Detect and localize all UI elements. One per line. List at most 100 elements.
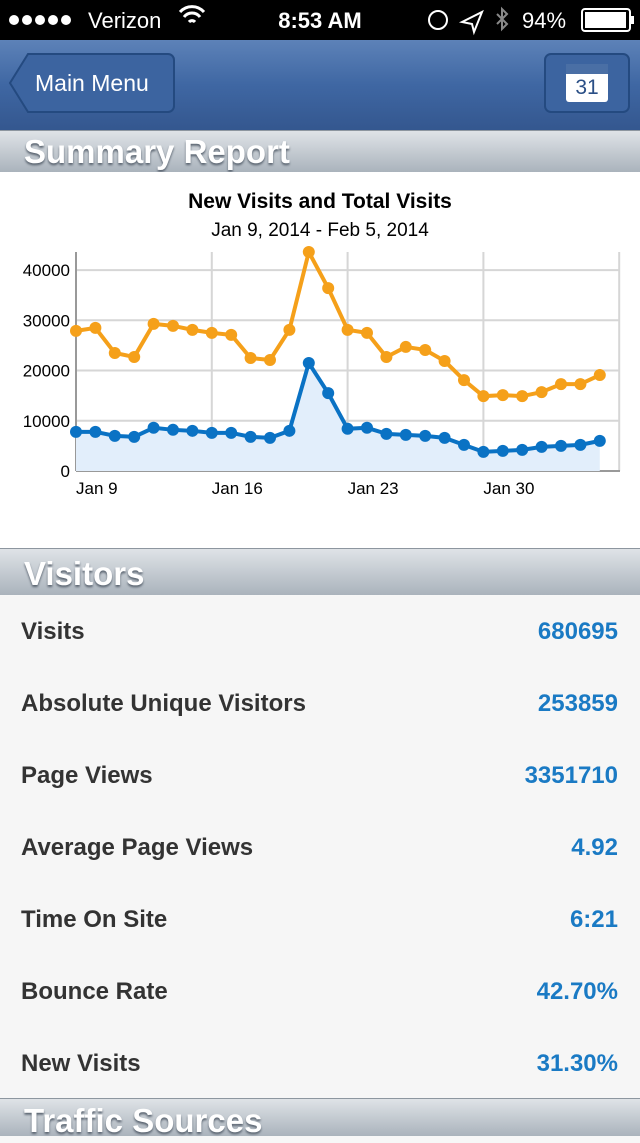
y-tick-label: 0 <box>61 462 70 481</box>
table-row: Page Views 3351710 <box>0 740 640 813</box>
row-label: Page Views <box>21 762 153 789</box>
data-point <box>535 440 548 453</box>
table-row: Bounce Rate 42.70% <box>0 956 640 1029</box>
nav-buttons[interactable] <box>0 40 640 130</box>
data-point <box>205 326 218 339</box>
row-value: 31.30% <box>536 1050 618 1077</box>
section-header: Summary Report <box>0 130 640 172</box>
row-value: 680695 <box>537 618 618 645</box>
area <box>76 363 600 471</box>
x-tick-label: Jan 16 <box>212 479 263 498</box>
table-row: Average Page Views 4.92 <box>0 812 640 885</box>
data-point <box>555 378 567 391</box>
chart-title: New Visits and Total Visits <box>188 190 452 213</box>
data-point <box>593 434 606 447</box>
data-point <box>341 323 354 336</box>
y-tick-label: 20000 <box>23 362 70 381</box>
data-point <box>167 423 179 436</box>
data-point <box>574 438 587 451</box>
calendar-button[interactable]: 31 <box>575 76 599 99</box>
section-header: Visitors <box>0 548 640 595</box>
status-icons <box>9 5 634 36</box>
data-point <box>225 328 238 341</box>
data-point <box>147 317 160 330</box>
section-header: Traffic Sources <box>0 1098 640 1139</box>
row-label: Time On Site <box>21 906 168 933</box>
data-point <box>438 431 451 444</box>
data-point <box>535 386 548 399</box>
data-point <box>128 430 141 443</box>
row-value: 253859 <box>537 690 618 717</box>
data-point <box>419 343 432 356</box>
series-line <box>75 246 601 399</box>
row-label: Absolute Unique Visitors <box>21 690 306 717</box>
row-label: Visits <box>21 618 85 645</box>
data-point <box>458 438 470 451</box>
data-point <box>302 246 315 258</box>
data-point <box>574 378 587 391</box>
data-point <box>167 319 179 332</box>
data-point <box>128 350 141 363</box>
carrier: Verizon <box>88 8 162 33</box>
data-point <box>147 421 160 434</box>
data-point <box>70 425 82 438</box>
data-point <box>322 282 335 295</box>
data-point <box>244 430 257 443</box>
x-tick-label: Jan 23 <box>348 479 399 498</box>
data-point <box>205 426 218 439</box>
data-point <box>244 351 257 364</box>
back-button[interactable]: Main Menu <box>35 70 149 96</box>
table-row: Time On Site 6:21 <box>0 884 640 957</box>
data-point <box>283 424 296 437</box>
data-point <box>438 354 451 367</box>
data-point <box>399 428 412 441</box>
data-point <box>477 445 490 458</box>
table-row: Visits 680695 <box>0 596 640 669</box>
battery-level: 94% <box>522 8 567 33</box>
data-point <box>593 369 606 382</box>
y-tick-label: 10000 <box>23 412 70 431</box>
data-point <box>458 374 470 387</box>
y-tick-label: 30000 <box>23 311 70 330</box>
data-point <box>516 443 529 456</box>
data-point <box>186 323 199 336</box>
nav-bar: Main Menu 31 <box>0 40 640 130</box>
x-tick-label: Jan 30 <box>483 479 534 498</box>
data-point <box>419 429 432 442</box>
y-tick-label: 40000 <box>23 261 70 280</box>
data-point <box>108 429 121 442</box>
data-point <box>186 424 199 437</box>
data-point <box>477 390 490 403</box>
data-point <box>496 444 509 457</box>
data-point <box>264 353 276 366</box>
data-point <box>361 326 373 339</box>
chart-subtitle: Jan 9, 2014 - Feb 5, 2014 <box>211 220 429 241</box>
row-label: New Visits <box>21 1050 141 1077</box>
table-row: Absolute Unique Visitors 253859 <box>0 668 640 741</box>
data-point <box>555 439 567 452</box>
row-value: 42.70% <box>536 978 618 1005</box>
data-point <box>380 350 393 363</box>
status-bar: Verizon 8:53 AM 94% <box>0 0 640 40</box>
data-point <box>322 387 335 400</box>
row-label: Bounce Rate <box>21 978 168 1005</box>
x-tick-label: Jan 9 <box>76 479 118 498</box>
row-value: 3351710 <box>524 762 618 789</box>
data-point <box>380 427 393 440</box>
row-value: 6:21 <box>569 906 618 933</box>
data-point <box>264 431 276 444</box>
data-point <box>341 422 354 435</box>
data-point <box>399 340 412 353</box>
data-point <box>516 390 529 403</box>
data-point <box>89 425 102 438</box>
chart: New Visits and Total Visits Jan 9, 2014 … <box>0 172 640 548</box>
data-point <box>225 426 238 439</box>
data-point <box>108 346 121 359</box>
data-point <box>496 389 509 402</box>
series-line <box>76 358 601 454</box>
data-point <box>70 324 82 337</box>
data-point <box>283 323 296 336</box>
table-row: New Visits 31.30% <box>0 1028 640 1101</box>
data-point <box>361 421 373 434</box>
